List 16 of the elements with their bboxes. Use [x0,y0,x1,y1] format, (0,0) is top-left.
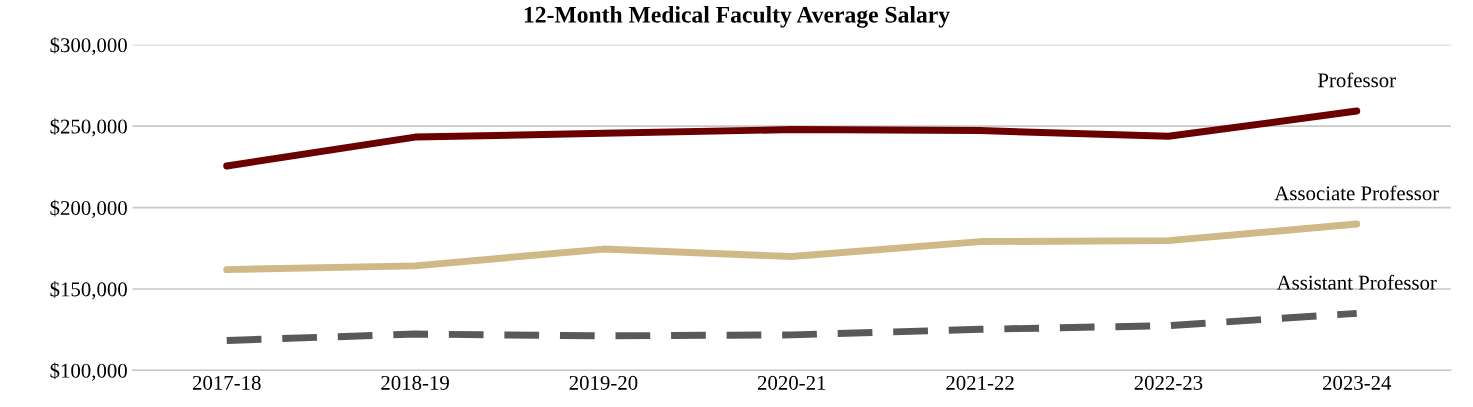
x-tick-label: 2023-24 [1322,375,1392,390]
y-tick-label: $200,000 [50,199,127,218]
y-tick-label: $100,000 [50,362,127,381]
x-tick-label: 2020-21 [757,375,826,390]
series-label: Professor [1317,72,1396,88]
x-tick-label: 2022-23 [1134,375,1203,390]
series-label: Assistant Professor [1276,274,1437,290]
x-tick-label: 2021-22 [946,375,1014,390]
y-tick-label: $150,000 [50,281,127,300]
y-tick-label: $300,000 [50,36,127,56]
x-tick-label: 2017-18 [192,375,261,390]
series-label: Associate Professor [1274,185,1439,201]
chart-title: 12-Month Medical Faculty Average Salary [524,6,950,28]
x-tick-label: 2019-20 [569,375,638,390]
x-tick-label: 2018-19 [381,375,449,390]
y-tick-label: $250,000 [50,118,127,137]
